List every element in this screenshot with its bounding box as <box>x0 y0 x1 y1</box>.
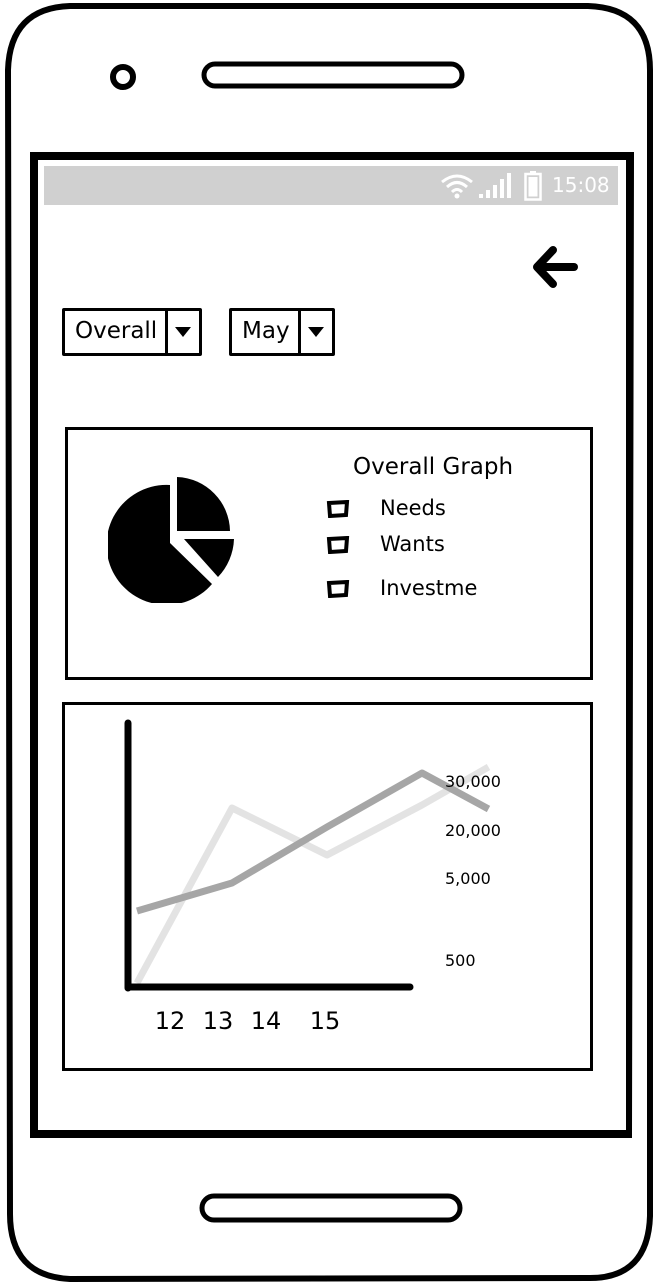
legend-item-wants: Wants <box>326 532 566 562</box>
category-dropdown-caret[interactable] <box>165 311 199 353</box>
caret-down-icon <box>175 327 191 337</box>
arrow-left-icon <box>533 246 578 288</box>
pie-chart-icon <box>108 477 234 603</box>
legend-swatch-icon <box>326 536 350 554</box>
y-tick-label: 20,000 <box>445 821 501 840</box>
line-chart: 12 13 14 15 30,000 20,000 5,000 500 <box>124 719 501 1035</box>
legend-swatch-icon <box>326 580 350 598</box>
caret-down-icon <box>308 327 324 337</box>
legend-item-needs: Needs <box>326 496 566 526</box>
legend-swatch-icon <box>326 500 350 518</box>
category-dropdown-value: Overall <box>75 318 158 344</box>
x-tick-label: 12 <box>155 1007 186 1035</box>
y-tick-label: 30,000 <box>445 772 501 791</box>
pie-slice-large <box>108 484 212 603</box>
month-dropdown-value: May <box>242 318 290 344</box>
status-bar: 15:08 <box>44 166 618 205</box>
battery-icon <box>524 171 542 201</box>
status-time: 15:08 <box>552 173 610 197</box>
legend-item-investments: Investme <box>326 576 566 606</box>
signal-icon <box>479 173 511 198</box>
y-tick-label: 500 <box>445 951 476 970</box>
legend-label-needs: Needs <box>380 496 446 520</box>
pie-slice-right <box>184 539 234 577</box>
home-button[interactable] <box>199 1193 463 1223</box>
series-line-2 <box>133 763 491 985</box>
month-dropdown-caret[interactable] <box>298 311 332 353</box>
pie-chart-panel: Overall Graph Needs Wants Investme <box>65 427 593 680</box>
speaker-grille <box>201 61 465 89</box>
back-button[interactable] <box>530 246 580 290</box>
series-line-1 <box>136 769 491 915</box>
y-tick-label: 5,000 <box>445 869 491 888</box>
legend-label-wants: Wants <box>380 532 445 556</box>
pie-chart-title: Overall Graph <box>353 454 514 480</box>
x-tick-label: 15 <box>310 1007 341 1035</box>
camera-icon <box>110 64 136 90</box>
line-chart-panel: 12 13 14 15 30,000 20,000 5,000 500 <box>62 702 593 1071</box>
x-tick-label: 14 <box>251 1007 282 1035</box>
x-tick-label: 13 <box>203 1007 234 1035</box>
legend-label-investments: Investme <box>380 576 478 600</box>
month-dropdown[interactable]: May <box>229 308 335 356</box>
category-dropdown[interactable]: Overall <box>62 308 202 356</box>
pie-slice-top <box>177 477 230 531</box>
wifi-icon <box>441 174 473 199</box>
